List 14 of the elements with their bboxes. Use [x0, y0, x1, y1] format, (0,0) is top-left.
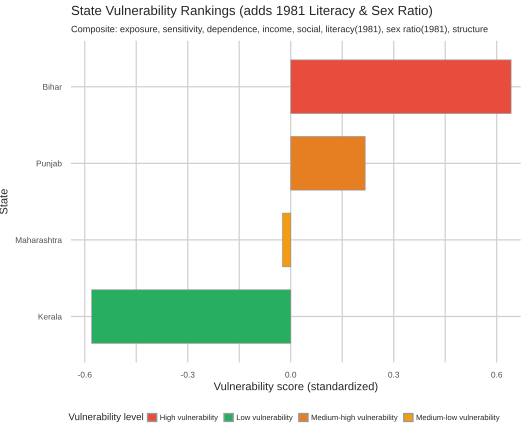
- x-tick-label: 0.3: [388, 372, 400, 378]
- x-tick-label: -0.3: [180, 372, 195, 378]
- x-tick-label: -0.6: [78, 372, 92, 378]
- x-tick-label: 0.6: [491, 372, 502, 378]
- y-axis-title: State: [0, 189, 8, 214]
- x-tick-label: 0.0: [285, 372, 296, 378]
- x-axis-title: Vulnerability score (standardized): [214, 382, 378, 392]
- y-tick-label: Kerala: [38, 314, 62, 320]
- y-tick-label: Maharashtra: [16, 236, 62, 244]
- chart-title: State Vulnerability Rankings (adds 1981 Literacy & Sex Ratio): [72, 5, 432, 18]
- y-tick-label: Punjab: [36, 160, 62, 168]
- y-tick-label: Bihar: [43, 84, 62, 90]
- chart-subtitle: Composite: exposure, sensitivity, dependence, income, social, literacy(1981), sex ratio(1981), structure: [71, 26, 488, 34]
- legend-title: Vulnerability level: [68, 413, 144, 422]
